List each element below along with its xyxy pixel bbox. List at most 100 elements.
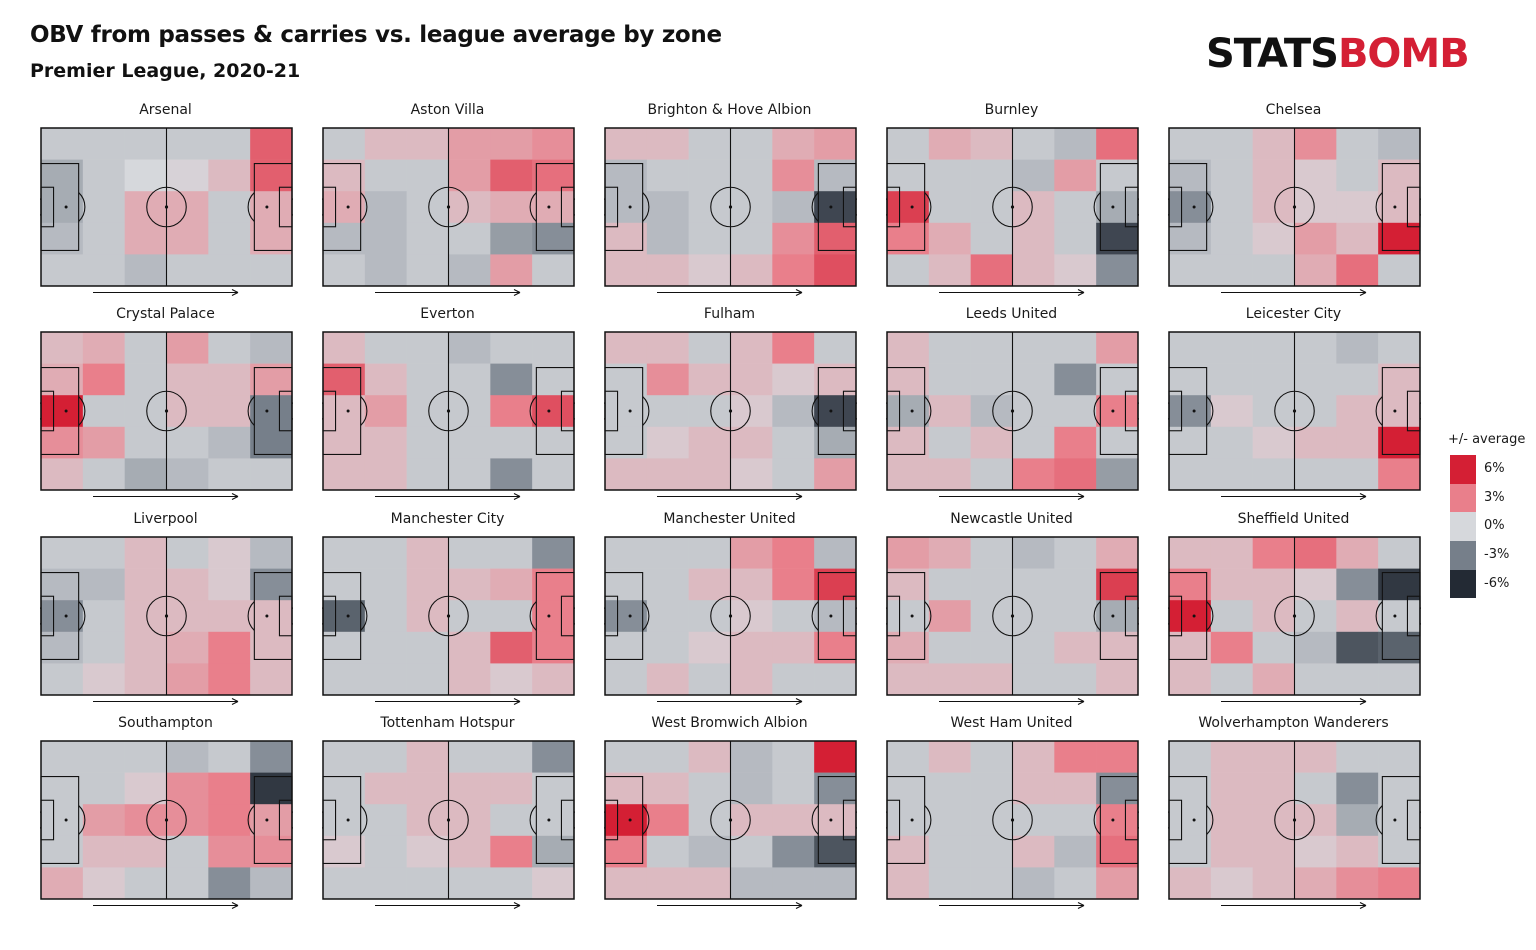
zone-cell [250,835,293,868]
zone-cell [532,772,575,805]
zone-cell [1012,772,1055,805]
zone-cell [250,458,293,491]
zone-cell [970,631,1013,664]
goal-right [573,198,575,216]
zone-cell [688,395,731,428]
zone-cell [970,159,1013,192]
zone-cell [1210,537,1253,569]
zone-cell [605,867,648,900]
penalty-arc-left [360,396,368,426]
zone-cell [970,741,1013,773]
zone-cell [814,458,857,491]
zone-cell [688,741,731,773]
zone-cell [646,867,689,900]
team-name-tottenham-hotspur: Tottenham Hotspur [380,715,515,731]
zone-cell [1210,568,1253,601]
team-panel-west-ham-united: West Ham United [886,714,1156,919]
zone-cell [208,631,251,664]
zone-cell [448,395,491,428]
zone-cell [532,128,575,160]
zone-cell [1294,741,1337,773]
penalty-arc-left [1206,192,1214,222]
zone-cell [1378,159,1421,192]
zone-cell [250,395,293,428]
zone-cell [532,804,575,837]
penalty-spot-right [1393,409,1397,413]
zone-cell [646,426,689,459]
zone-cell [448,159,491,192]
zone-cell [124,426,167,459]
zone-cell [688,426,731,459]
zone-cell [490,537,533,569]
zone-cell [1210,804,1253,837]
zone-cell [250,568,293,601]
zone-cell [323,663,366,696]
zone-cell [772,741,815,773]
zone-cell [887,867,930,900]
zone-cell [82,222,125,255]
zone-cell [887,537,930,569]
zone-cell [250,191,293,224]
zone-cell [364,254,407,287]
goal-right [1137,607,1139,625]
team-panel-crystal-palace: Crystal Palace [40,305,310,510]
zone-cell [814,159,857,192]
team-panel-burnley: Burnley [886,101,1156,306]
zone-cell [406,191,449,224]
pitch-liverpool [40,536,293,705]
pitch-west-ham-united [886,740,1139,909]
zone-cell [1096,600,1139,633]
zone-cell [532,867,575,900]
legend-swatch [1450,569,1476,599]
zone-cell [1169,631,1212,664]
zone-cell [1294,537,1337,569]
center-circle [1274,390,1315,432]
legend-items: 6% 3% 0% -3% -6% [1448,455,1534,599]
zone-cell [532,332,575,364]
zone-cell [406,222,449,255]
center-circle [428,390,469,432]
zone-cell [730,458,773,491]
penalty-spot-right [1393,614,1397,618]
center-circle [428,595,469,637]
center-spot [1010,409,1015,413]
zone-cell [1378,867,1421,900]
team-name-wolverhampton-wanderers: Wolverhampton Wanderers [1198,715,1389,731]
zone-heatmap [887,128,1139,287]
zone-cell [605,159,648,192]
zone-cell [772,568,815,601]
attack-direction-arrowhead [1359,698,1367,705]
center-spot [164,205,169,209]
legend-label: -6% [1484,575,1510,591]
zone-cell [1096,568,1139,601]
penalty-arc-left [78,805,86,835]
penalty-arc-left [1206,396,1214,426]
zone-cell [323,254,366,287]
zone-cell [1012,332,1055,364]
zone-cell [1378,222,1421,255]
zone-cell [605,631,648,664]
zone-cell [448,568,491,601]
zone-cell [605,254,648,287]
zone-cell [646,835,689,868]
zone-cell [82,663,125,696]
zone-cell [1012,222,1055,255]
zone-cell [605,804,648,837]
zone-cell [1169,395,1212,428]
zone-cell [970,835,1013,868]
center-spot [1292,614,1297,618]
zone-cell [166,631,209,664]
zone-cell [1169,600,1212,633]
zone-cell [928,332,971,364]
zone-cell [364,363,407,396]
penalty-spot-right [265,614,269,618]
zone-cell [82,254,125,287]
zone-cell [772,772,815,805]
zone-cell [1210,395,1253,428]
zone-cell [1169,867,1212,900]
zone-cell [1210,600,1253,633]
zone-cell [772,537,815,569]
zone-cell [490,363,533,396]
zone-cell [490,663,533,696]
center-circle [1274,186,1315,228]
